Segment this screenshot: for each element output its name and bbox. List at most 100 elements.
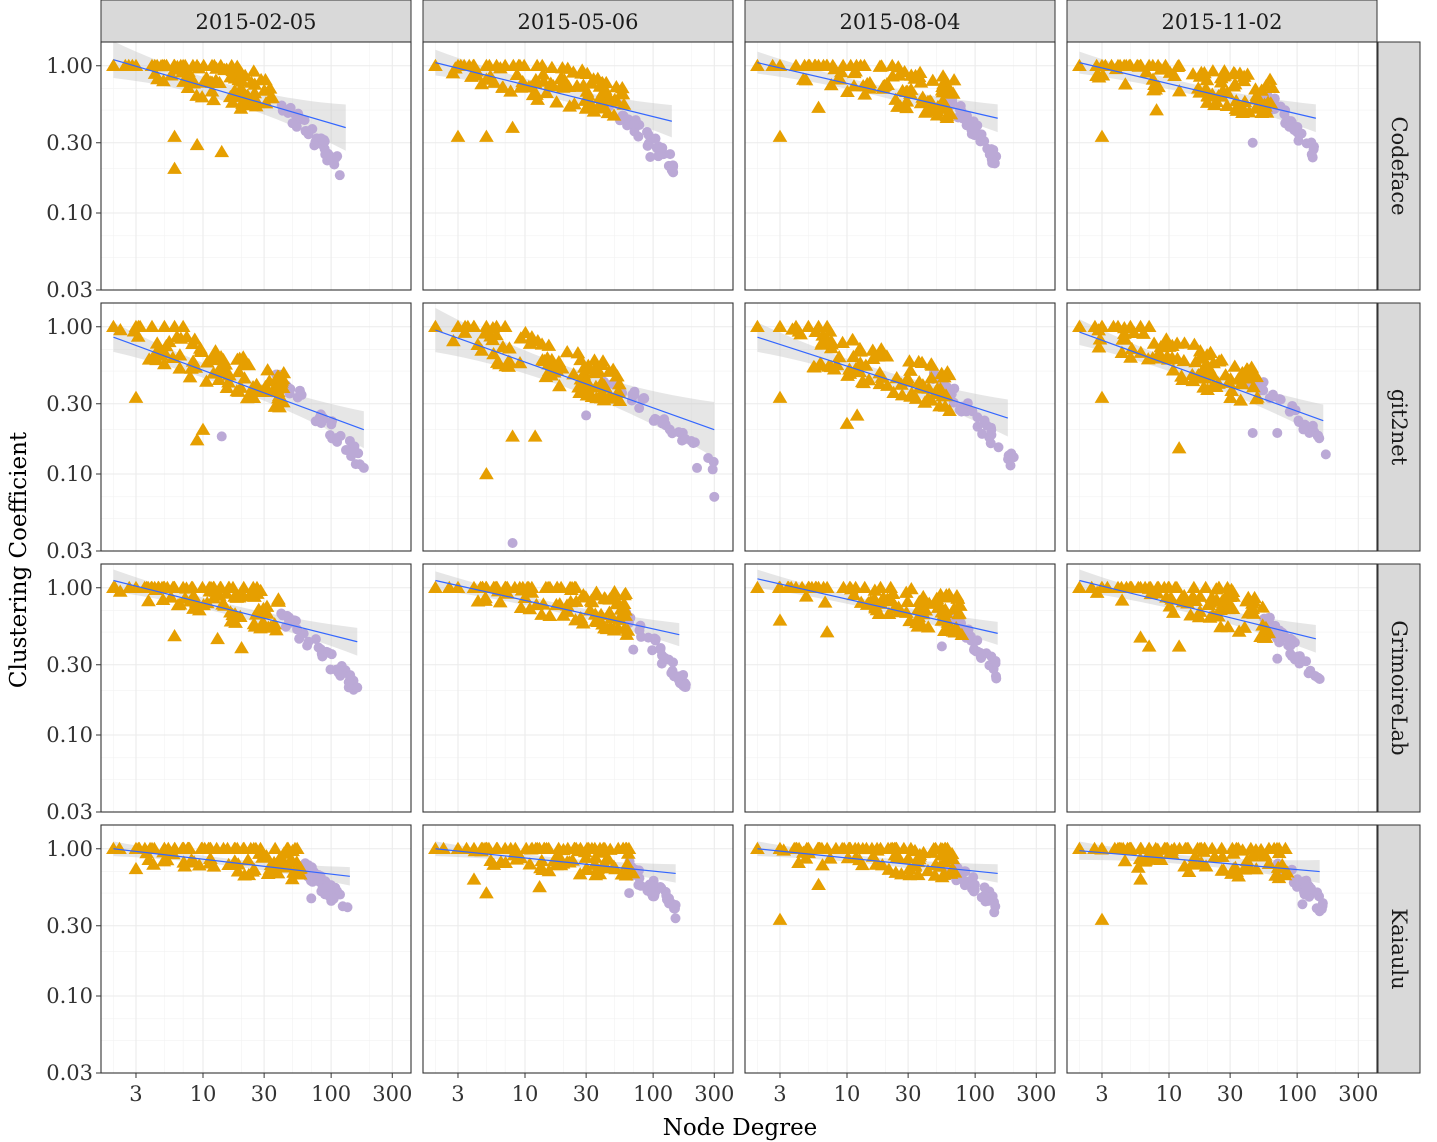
data-point-triangle [495, 340, 511, 353]
data-point-triangle [788, 58, 804, 72]
data-point-circle [636, 631, 647, 642]
data-point-circle [960, 866, 971, 877]
data-point-triangle [175, 580, 191, 594]
data-point-triangle [497, 58, 513, 72]
data-point-triangle [1240, 606, 1256, 619]
data-point-triangle [469, 68, 485, 81]
y-axis-title: Clustering Coefficient [6, 431, 32, 688]
data-point-triangle [187, 332, 203, 345]
data-point-circle [1289, 637, 1300, 648]
data-point-triangle [1172, 841, 1187, 855]
data-point-triangle [274, 375, 289, 388]
data-point-triangle [873, 841, 888, 855]
data-point-triangle [617, 621, 632, 634]
data-point-circle [666, 163, 677, 174]
data-point-triangle [936, 845, 952, 858]
data-point-triangle [806, 360, 822, 373]
y-tick-label: 0.03 [46, 278, 93, 302]
panel-git2net-2015-11-02 [1066, 302, 1378, 552]
data-point-circle [1307, 422, 1318, 433]
data-point-circle [216, 431, 227, 442]
data-point-triangle [1262, 72, 1278, 85]
facet-strip-Kaiaulu [1377, 824, 1421, 1074]
y-tick-label: 0.30 [46, 914, 93, 938]
data-point-triangle [602, 605, 617, 618]
data-point-circle [969, 122, 980, 133]
data-point-triangle [1187, 337, 1202, 350]
data-point-triangle [1214, 89, 1230, 102]
data-point-triangle [1072, 319, 1087, 333]
data-point-triangle [1195, 351, 1211, 364]
data-point-triangle [185, 354, 201, 367]
data-point-triangle [798, 589, 814, 602]
data-point-triangle [258, 73, 273, 86]
data-point-triangle [535, 67, 551, 80]
facet-strip-2015-02-05 [100, 0, 412, 43]
panel-border [744, 563, 1056, 813]
x-tick-label: 30 [251, 1082, 278, 1106]
data-point-triangle [879, 349, 895, 362]
data-point-triangle [1185, 67, 1201, 80]
data-point-triangle [772, 613, 788, 626]
data-point-triangle [1199, 95, 1215, 108]
data-point-triangle [554, 361, 570, 374]
data-point-triangle [912, 380, 928, 393]
data-point-triangle [618, 586, 633, 599]
data-point-circle [581, 410, 592, 421]
data-point-triangle [900, 851, 916, 864]
data-point-triangle [535, 353, 550, 366]
data-point-triangle [228, 615, 243, 628]
data-point-triangle [555, 80, 571, 93]
data-point-triangle [1187, 857, 1202, 870]
data-point-triangle [815, 858, 830, 871]
data-point-circle [340, 445, 351, 456]
data-point-triangle [823, 340, 839, 354]
data-point-triangle [231, 364, 247, 378]
data-point-triangle [1203, 345, 1218, 359]
data-point-circle [634, 403, 645, 414]
data-point-triangle [428, 841, 443, 855]
data-point-triangle [544, 368, 559, 381]
facet-strip-2015-11-02 [1066, 0, 1378, 43]
data-point-triangle [199, 374, 214, 387]
y-tick-label: 0.30 [46, 653, 93, 677]
data-point-triangle [196, 598, 211, 611]
panel-Codeface-2015-05-06 [422, 41, 734, 291]
data-point-triangle [214, 144, 230, 158]
panel-border [744, 41, 1056, 291]
facet-strip-Codeface [1377, 41, 1421, 291]
panel-git2net-2015-08-04 [744, 302, 1056, 552]
data-point-triangle [1184, 367, 1200, 381]
panel-Codeface-2015-02-05 [100, 41, 412, 291]
data-point-triangle [1139, 65, 1154, 78]
data-point-triangle [542, 608, 558, 622]
data-point-triangle [1117, 854, 1133, 867]
data-point-triangle [750, 580, 765, 594]
data-point-triangle [916, 845, 931, 859]
x-tick-label: 10 [834, 1082, 861, 1106]
data-point-triangle [144, 58, 160, 72]
data-point-triangle [1205, 64, 1221, 77]
data-point-triangle [900, 371, 916, 384]
data-point-triangle [1223, 390, 1238, 403]
data-point-triangle [1204, 841, 1220, 855]
data-point-triangle [195, 422, 211, 435]
data-point-circle [310, 416, 321, 427]
data-point-triangle [834, 841, 850, 855]
data-point-triangle [911, 69, 927, 83]
data-point-triangle [819, 580, 835, 594]
data-point-triangle [900, 594, 915, 608]
y-tick-label: 0.10 [46, 462, 93, 486]
data-point-circle [322, 880, 333, 891]
facet-label-2015-05-06: 2015-05-06 [517, 10, 638, 34]
data-point-triangle [950, 591, 966, 604]
data-point-circle [692, 462, 703, 473]
regression-line [757, 336, 1009, 419]
data-point-triangle [466, 872, 482, 885]
data-point-triangle [213, 350, 229, 363]
panel-GrimoireLab-2015-05-06 [422, 563, 734, 813]
data-point-triangle [144, 841, 160, 855]
data-point-triangle [890, 60, 906, 73]
data-point-triangle [801, 319, 816, 333]
